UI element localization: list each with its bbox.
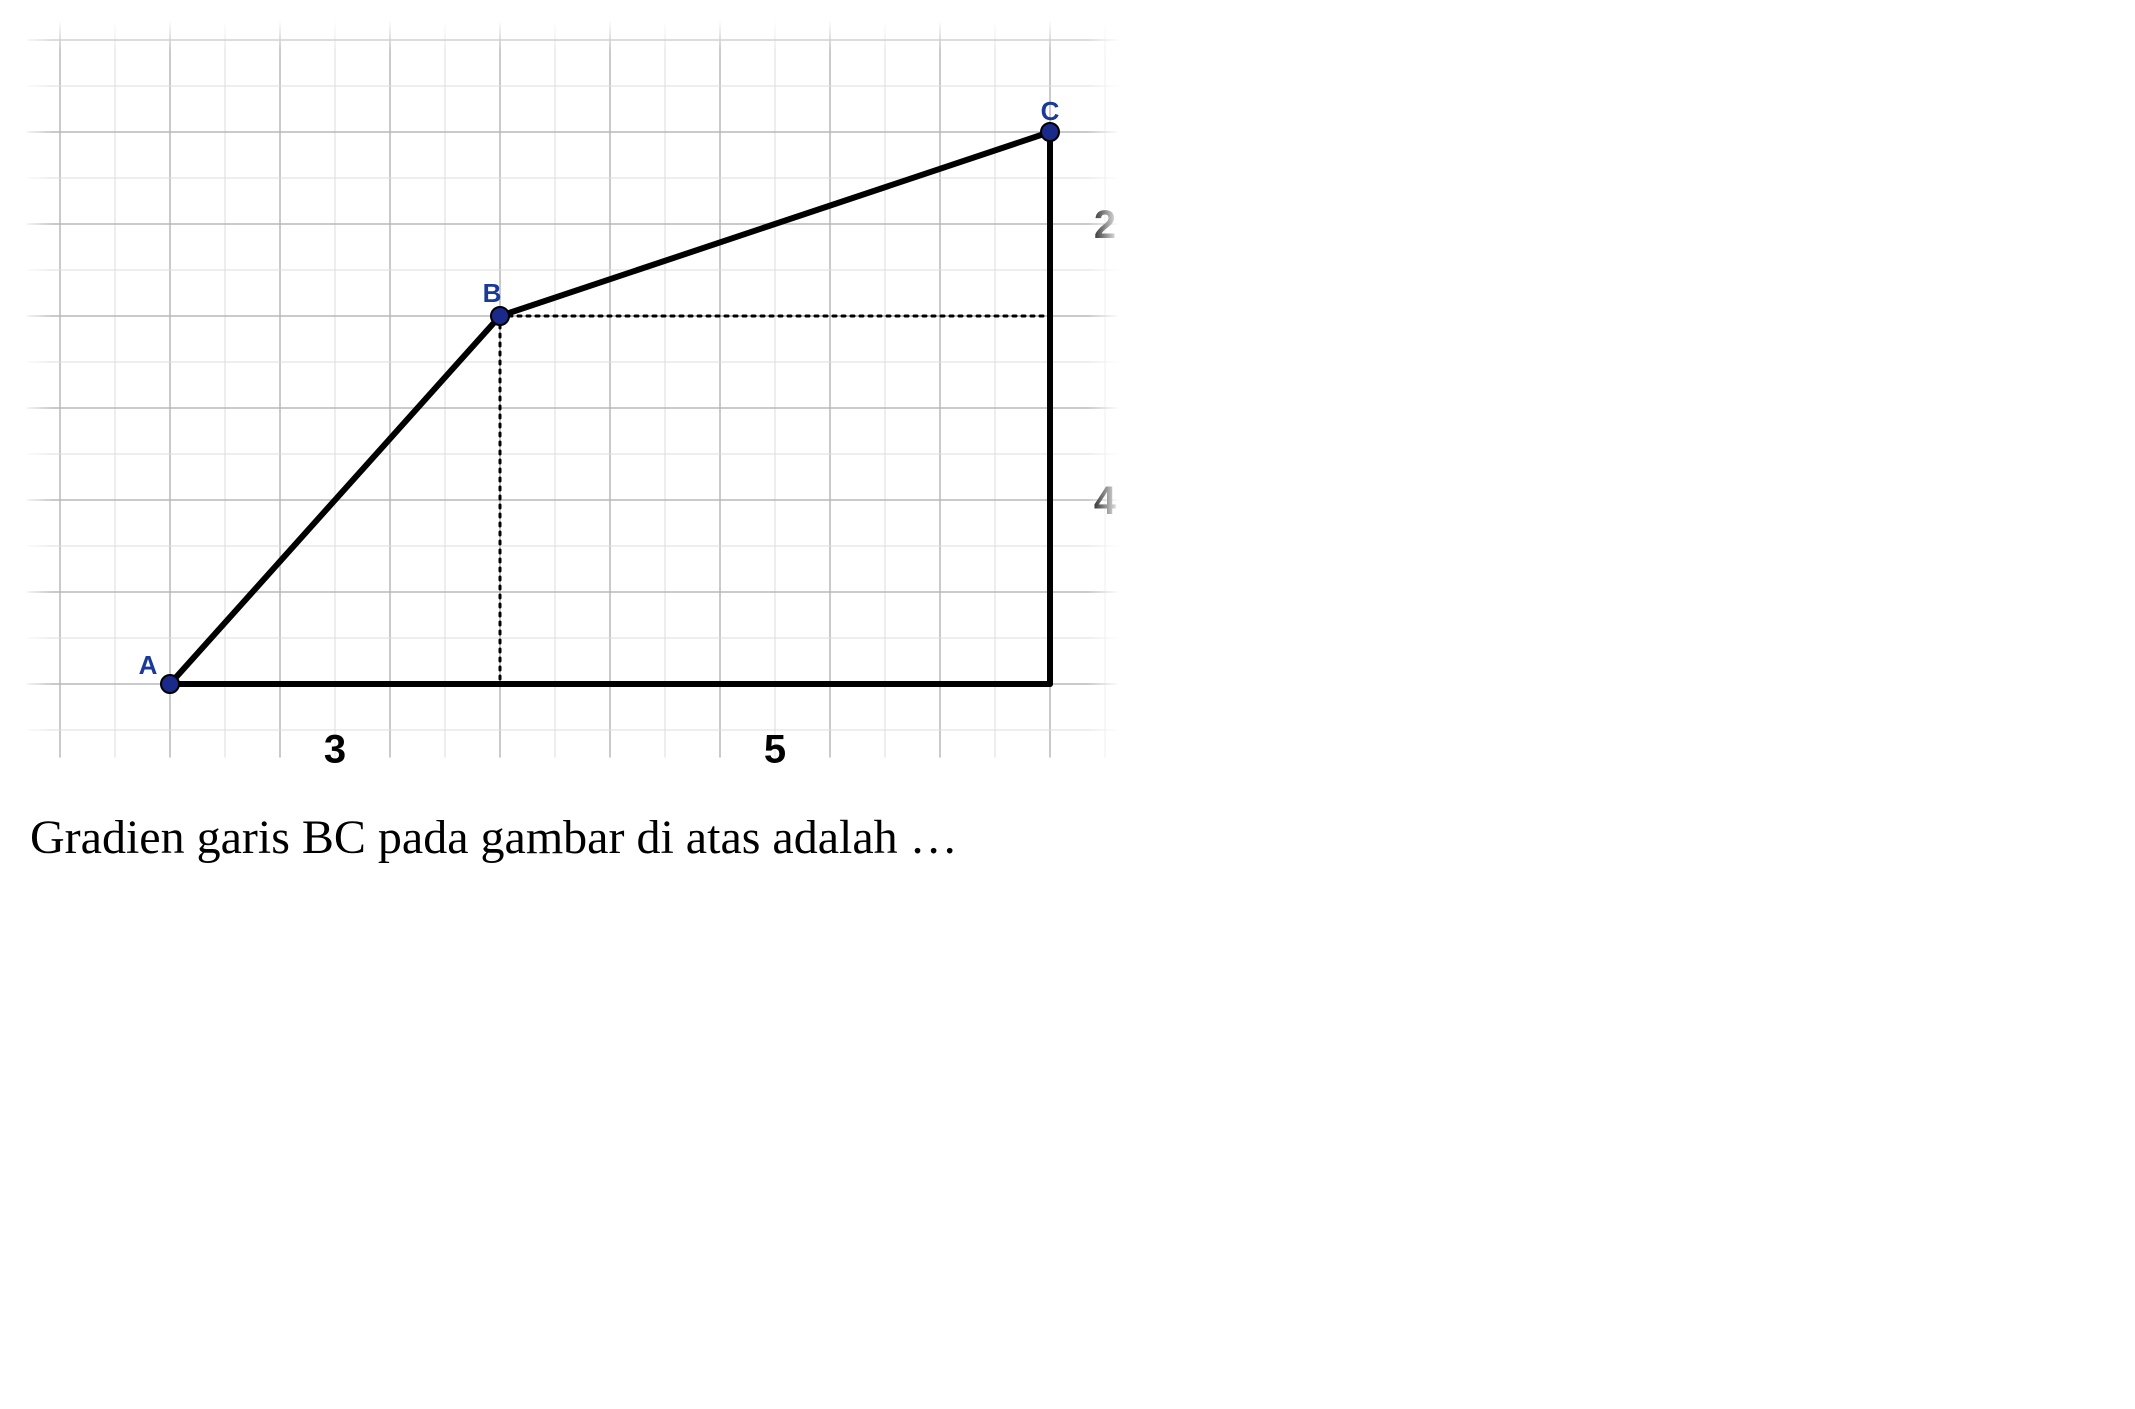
figure-container: A B C 2 4 3 5 Gradien garis BC pada gambar di … bbox=[20, 20, 1220, 865]
svg-text:4: 4 bbox=[1094, 479, 1117, 523]
svg-text:3: 3 bbox=[324, 727, 346, 771]
svg-text:5: 5 bbox=[764, 727, 786, 771]
svg-text:B: B bbox=[483, 278, 502, 308]
diagram-area: A B C 2 4 3 5 bbox=[20, 20, 1120, 800]
svg-text:A: A bbox=[139, 650, 158, 680]
svg-text:2: 2 bbox=[1094, 203, 1116, 247]
question-text: Gradien garis BC pada gambar di atas ada… bbox=[20, 810, 1220, 865]
svg-text:C: C bbox=[1041, 96, 1060, 126]
geometry-diagram: A B C 2 4 3 5 bbox=[20, 20, 1120, 800]
